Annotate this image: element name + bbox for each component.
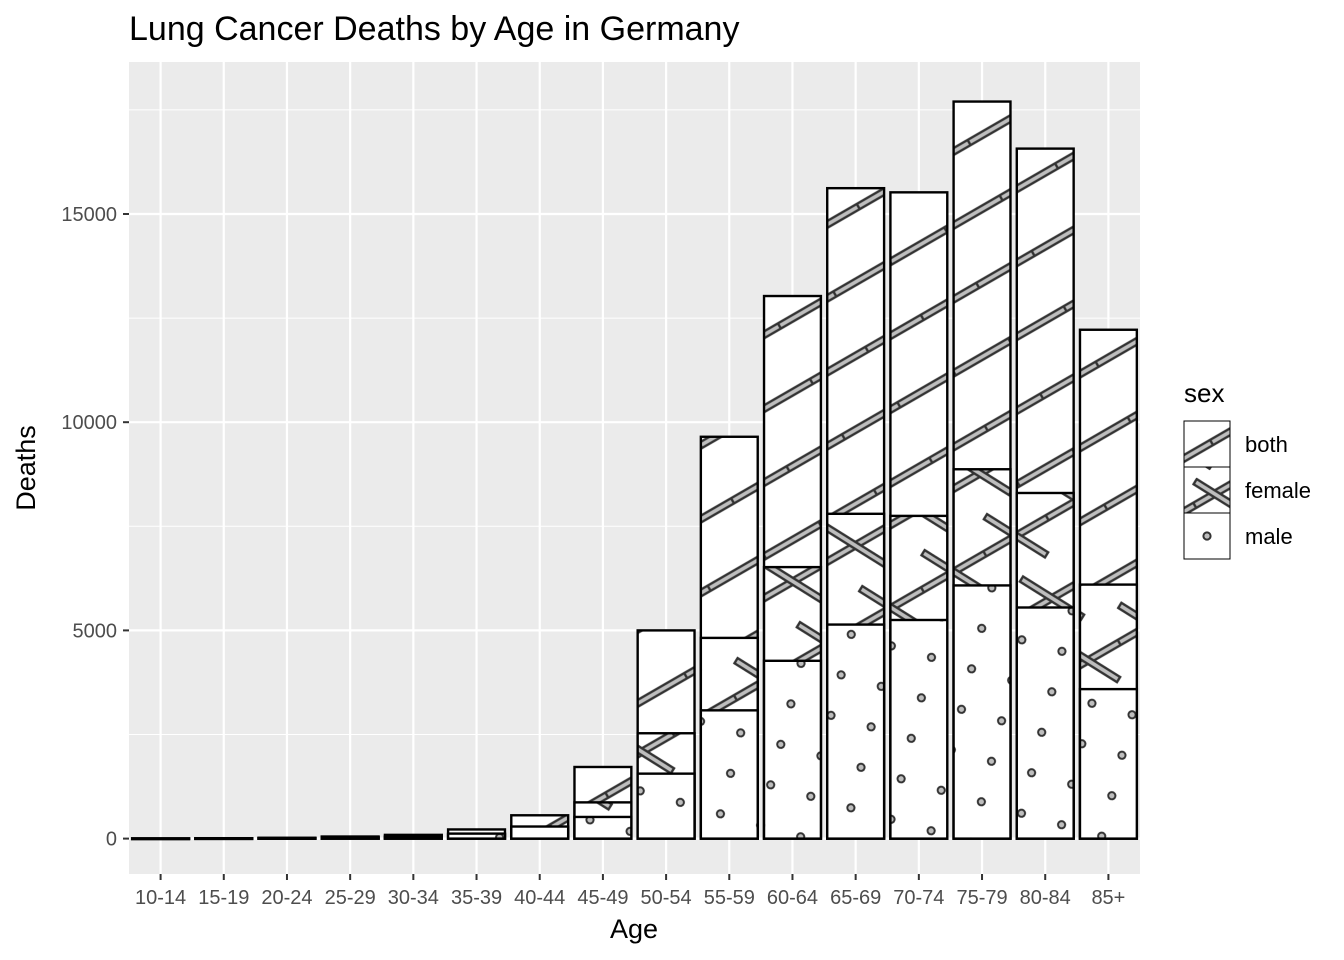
chart-title: Lung Cancer Deaths by Age in Germany — [129, 10, 739, 48]
bar-male-35-39 — [446, 832, 507, 840]
x-axis-title: Age — [610, 914, 658, 944]
y-axis: 0 5000 10000 15000 — [61, 204, 129, 851]
legend-key-male-dot — [1202, 531, 1212, 541]
x-tick-label: 45-49 — [577, 887, 628, 909]
x-tick-label: 10-14 — [135, 887, 186, 909]
x-tick-label: 35-39 — [451, 887, 502, 909]
bar-male-45-49 — [573, 815, 633, 840]
legend: sex both female male — [1183, 378, 1311, 560]
x-tick-label: 15-19 — [198, 887, 249, 909]
x-tick-label: 40-44 — [514, 887, 565, 909]
x-tick-label: 25-29 — [325, 887, 376, 909]
x-tick-label: 65-69 — [830, 887, 881, 909]
y-axis-title: Deaths — [11, 425, 41, 511]
y-tick-label: 0 — [106, 829, 117, 851]
y-tick-label: 5000 — [73, 620, 118, 642]
legend-label-female: female — [1245, 478, 1311, 503]
bar-male-30-34 — [383, 835, 443, 840]
bar-male-65-69 — [826, 623, 886, 840]
legend-label-both: both — [1245, 432, 1288, 457]
y-tick-label: 15000 — [61, 204, 117, 226]
y-tick-label: 10000 — [61, 412, 117, 434]
legend-key-both — [1183, 420, 1231, 468]
bar-male-50-54 — [636, 772, 696, 840]
x-tick-label: 85+ — [1091, 887, 1125, 909]
x-tick-label: 55-59 — [704, 887, 755, 909]
bar-male-40-44 — [510, 825, 570, 840]
x-tick-label: 50-54 — [641, 887, 692, 909]
x-tick-label: 30-34 — [388, 887, 439, 909]
x-axis: 10-14 15-19 20-24 25-29 30-34 35-39 40-44 45-49… — [135, 874, 1125, 909]
plot-panel — [129, 62, 1140, 874]
legend-title: sex — [1184, 378, 1224, 408]
bar-male-85+ — [1078, 687, 1139, 840]
bar-male-15-19 — [194, 837, 254, 841]
bar-male-25-29 — [320, 836, 380, 840]
bar-male-60-64 — [762, 659, 823, 840]
bar-male-55-59 — [699, 709, 759, 840]
bar-male-80-84 — [1015, 606, 1075, 840]
bar-male-10-14 — [130, 837, 191, 841]
legend-keys: both female male — [1183, 420, 1311, 560]
bar-male-20-24 — [257, 836, 317, 840]
x-tick-label: 60-64 — [767, 887, 818, 909]
bar-male-75-79 — [952, 584, 1012, 840]
bar-male-70-74 — [889, 618, 949, 840]
legend-label-male: male — [1245, 524, 1293, 549]
legend-key-female — [1183, 466, 1231, 514]
x-tick-label: 70-74 — [893, 887, 944, 909]
x-tick-label: 80-84 — [1020, 887, 1071, 909]
x-tick-label: 20-24 — [261, 887, 312, 909]
bars — [130, 100, 1139, 841]
x-tick-label: 75-79 — [956, 887, 1007, 909]
